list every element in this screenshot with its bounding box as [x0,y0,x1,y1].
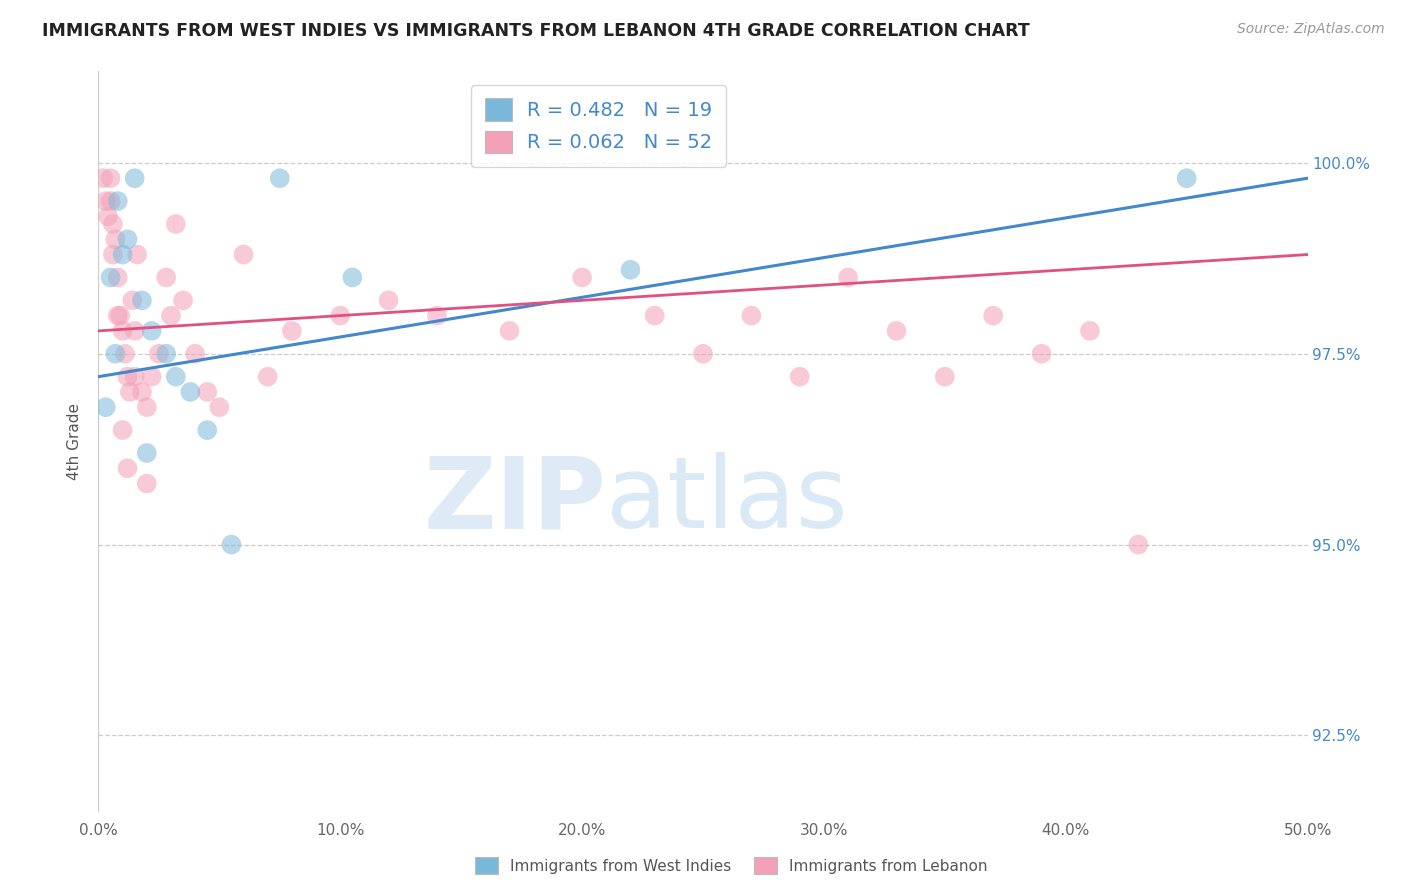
Point [886,324,908,338]
Point [111,247,134,261]
Point [329,309,352,323]
Point [221,538,243,552]
Point [165,217,187,231]
Point [127,247,149,261]
Point [117,461,139,475]
Text: IMMIGRANTS FROM WEST INDIES VS IMMIGRANTS FROM LEBANON 4TH GRADE CORRELATION CHA: IMMIGRANTS FROM WEST INDIES VS IMMIGRANT… [42,22,1031,40]
Point [141,369,163,384]
Point [107,194,129,208]
Point [342,270,364,285]
Point [135,400,157,414]
Point [934,369,956,384]
Point [111,423,134,437]
Point [104,347,127,361]
Point [1175,171,1198,186]
Point [195,423,218,437]
Point [377,293,399,308]
Point [155,270,177,285]
Point [121,293,143,308]
Point [740,309,762,323]
Point [118,384,141,399]
Point [101,217,124,231]
Legend: Immigrants from West Indies, Immigrants from Lebanon: Immigrants from West Indies, Immigrants … [468,851,994,880]
Point [619,262,641,277]
Point [269,171,291,186]
Point [184,347,207,361]
Point [124,171,146,186]
Point [281,324,304,338]
Point [111,324,134,338]
Point [101,247,124,261]
Point [107,270,129,285]
Point [131,384,153,399]
Point [131,293,153,308]
Point [100,194,122,208]
Point [155,347,177,361]
Point [117,369,139,384]
Point [114,347,136,361]
Point [195,384,218,399]
Point [160,309,183,323]
Legend: R = 0.482   N = 19, R = 0.062   N = 52: R = 0.482 N = 19, R = 0.062 N = 52 [471,85,725,167]
Point [256,369,278,384]
Point [94,400,117,414]
Point [104,232,127,246]
Point [1128,538,1150,552]
Point [100,171,122,186]
Point [208,400,231,414]
Y-axis label: 4th Grade: 4th Grade [67,403,83,480]
Point [1078,324,1101,338]
Point [135,446,157,460]
Point [426,309,449,323]
Text: atlas: atlas [606,452,848,549]
Point [232,247,254,261]
Point [107,309,129,323]
Point [135,476,157,491]
Point [108,309,131,323]
Point [165,369,187,384]
Point [100,270,122,285]
Point [789,369,811,384]
Point [94,194,117,208]
Point [837,270,859,285]
Point [498,324,520,338]
Point [571,270,593,285]
Point [692,347,714,361]
Point [117,232,139,246]
Point [124,369,146,384]
Point [148,347,170,361]
Point [141,324,163,338]
Text: ZIP: ZIP [423,452,606,549]
Point [981,309,1004,323]
Point [1031,347,1053,361]
Point [91,171,114,186]
Point [172,293,194,308]
Point [179,384,201,399]
Point [124,324,146,338]
Text: Source: ZipAtlas.com: Source: ZipAtlas.com [1237,22,1385,37]
Point [97,210,120,224]
Point [644,309,666,323]
